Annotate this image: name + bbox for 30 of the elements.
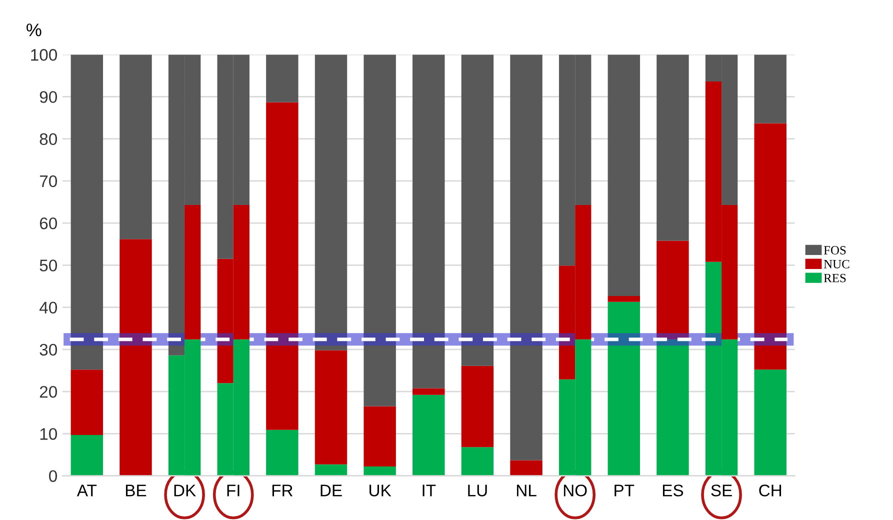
y-tick-label: 70 bbox=[40, 175, 57, 188]
x-tick-label: NL bbox=[516, 484, 536, 496]
x-tick-label: CH bbox=[759, 484, 782, 496]
legend-label: NUC bbox=[824, 260, 850, 268]
x-tick-label: DE bbox=[320, 484, 342, 496]
y-tick-label: 80 bbox=[40, 133, 57, 146]
x-tick-label: BE bbox=[126, 484, 146, 496]
x-tick-label: PT bbox=[614, 484, 634, 496]
legend-label: RES bbox=[824, 274, 846, 282]
x-tick-label: NO bbox=[564, 484, 587, 496]
y-tick-label: 0 bbox=[49, 470, 57, 482]
y-tick-label: 60 bbox=[40, 217, 57, 230]
x-tick-label: UK bbox=[370, 484, 392, 496]
y-tick-label: 10 bbox=[40, 428, 57, 440]
y-tick-label: 90 bbox=[40, 91, 57, 103]
x-tick-label: ES bbox=[662, 484, 684, 496]
legend-label: FOS bbox=[824, 246, 846, 254]
x-tick-label: LU bbox=[468, 484, 487, 496]
y-tick-label: 30 bbox=[40, 344, 57, 356]
y-tick-label: 50 bbox=[40, 260, 57, 272]
x-tick-label: DK bbox=[174, 484, 196, 496]
x-tick-label: FR bbox=[272, 484, 293, 496]
y-axis-title: % bbox=[26, 24, 42, 36]
x-tick-label: SE bbox=[711, 484, 732, 496]
y-tick-label: 40 bbox=[39, 302, 57, 314]
x-tick-label: IT bbox=[422, 484, 436, 496]
x-tick-label: FI bbox=[227, 484, 240, 496]
y-tick-label: 20 bbox=[40, 386, 57, 398]
y-tick-label: 100 bbox=[31, 49, 57, 61]
x-tick-label: AT bbox=[76, 484, 97, 496]
